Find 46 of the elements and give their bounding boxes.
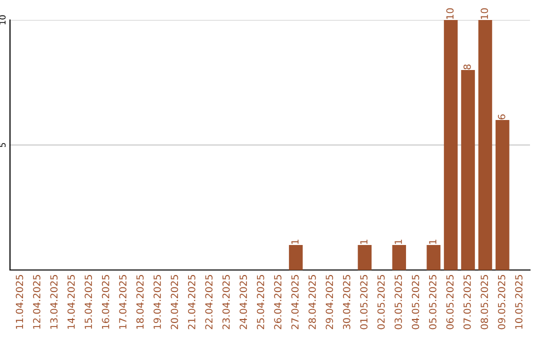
x-tick-label: 06.05.2025 <box>446 275 454 330</box>
x-tick-label: 27.04.2025 <box>291 275 299 330</box>
x-tick-label: 16.04.2025 <box>102 275 110 329</box>
x-tick-label: 04.05.2025 <box>412 275 420 330</box>
x-tick-label: 17.04.2025 <box>119 275 126 329</box>
data-label: 1 <box>429 240 436 244</box>
bar <box>392 245 406 270</box>
bar <box>358 245 372 270</box>
x-tick-label: 09.05.2025 <box>498 275 506 330</box>
x-tick-label: 25.04.2025 <box>256 275 264 330</box>
data-label: 8 <box>463 64 471 70</box>
x-tick-label: 07.05.2025 <box>463 275 471 330</box>
x-tick-label: 23.04.2025 <box>222 275 230 330</box>
bar <box>478 20 492 270</box>
x-tick-label: 29.04.2025 <box>326 275 334 330</box>
data-label: 10 <box>480 8 488 19</box>
x-tick-label: 24.04.2025 <box>240 275 247 330</box>
x-tick-label: 03.05.2025 <box>394 275 402 330</box>
x-tick-label: 13.04.2025 <box>50 275 58 329</box>
x-tick-label: 18.04.2025 <box>136 275 144 329</box>
x-tick-label: 01.05.2025 <box>360 275 368 330</box>
data-label: 6 <box>498 114 506 120</box>
bar <box>426 245 440 270</box>
x-tick-label: 11.04.2025 <box>16 275 24 329</box>
data-label: 1 <box>394 240 402 244</box>
x-tick-label: 08.05.2025 <box>480 275 488 330</box>
bar <box>444 20 458 270</box>
x-tick-label: 02.05.2025 <box>377 275 385 330</box>
x-tick-label: 22.04.2025 <box>205 275 213 330</box>
x-tick-label: 15.04.2025 <box>84 275 92 329</box>
x-tick-label: 10.05.2025 <box>515 275 522 329</box>
data-label: 10 <box>446 8 454 19</box>
x-tick-label: 20.04.2025 <box>170 275 178 330</box>
x-tick-label: 05.05.2025 <box>429 275 436 330</box>
x-tick-label: 26.04.2025 <box>274 275 282 330</box>
x-tick-label: 21.04.2025 <box>188 275 196 330</box>
data-label: 1 <box>291 240 299 244</box>
x-tick-label: 30.04.2025 <box>342 275 350 330</box>
x-tick-label: 19.04.2025 <box>154 275 161 329</box>
x-tick-label: 28.04.2025 <box>308 275 316 330</box>
bar <box>461 70 475 270</box>
x-tick-label: 14.04.2025 <box>67 275 75 329</box>
bar <box>288 245 303 270</box>
bar <box>496 120 510 270</box>
data-label: 1 <box>360 240 368 244</box>
x-tick-label: 12.04.2025 <box>33 275 40 329</box>
